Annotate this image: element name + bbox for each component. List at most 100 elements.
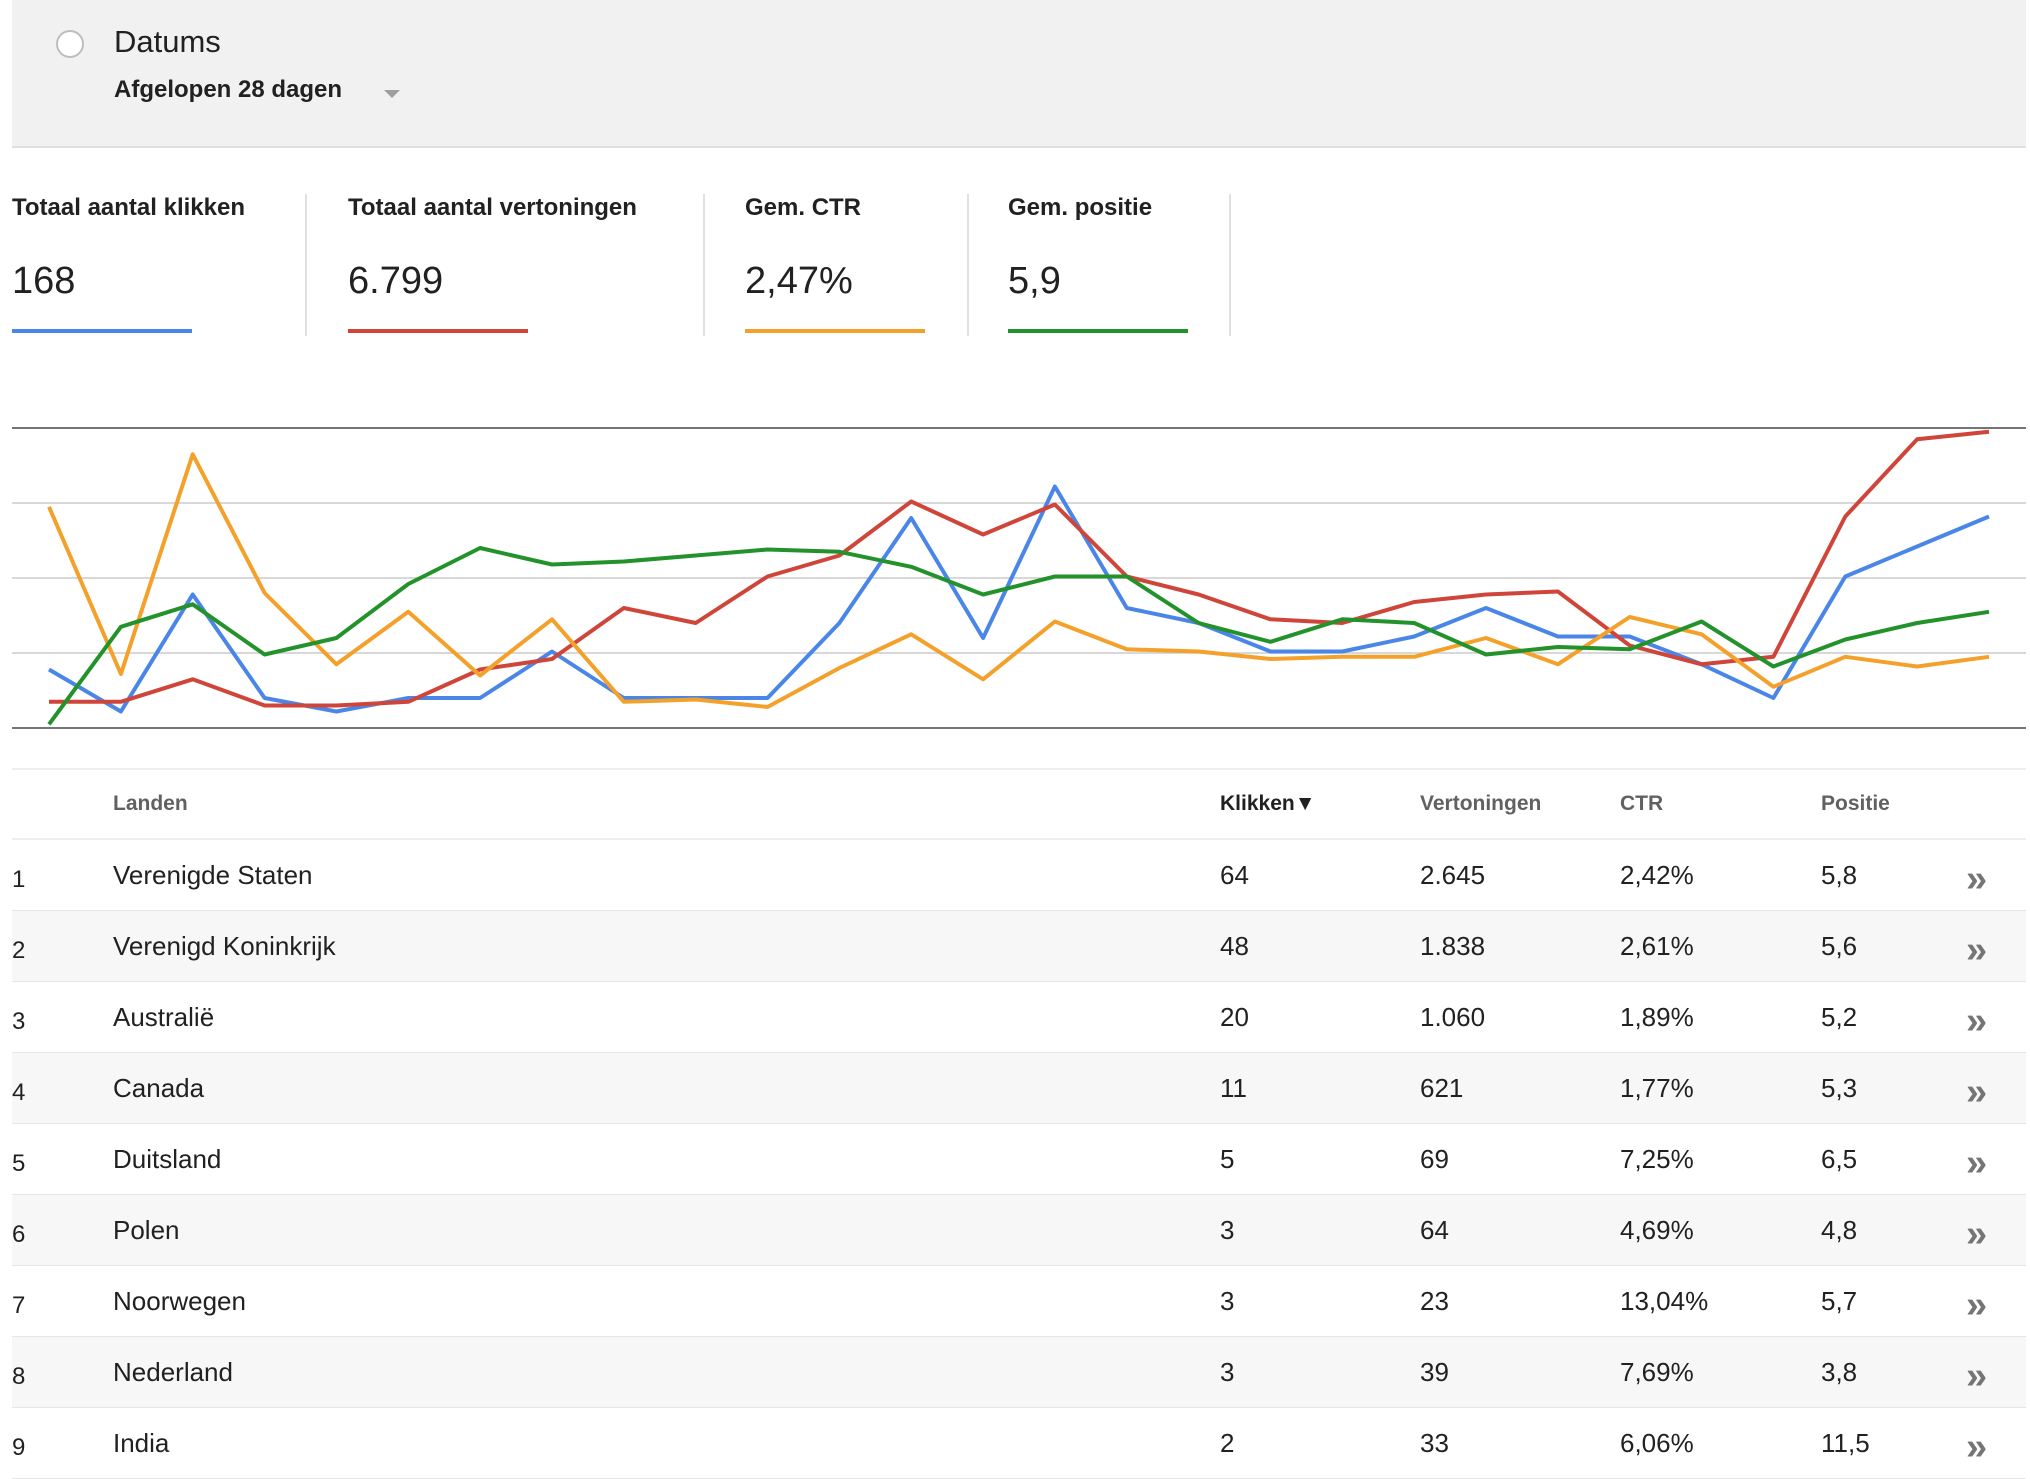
row-impressions: 2.645 bbox=[1420, 860, 1486, 890]
metric-value: 6.799 bbox=[348, 260, 444, 302]
row-ctr: 7,25% bbox=[1620, 1144, 1694, 1174]
row-ctr: 1,89% bbox=[1620, 1002, 1694, 1032]
table-row[interactable]: 9 India 2 33 6,06% 11,5 » bbox=[12, 1408, 2026, 1479]
row-country: Australië bbox=[113, 1002, 215, 1032]
row-clicks: 64 bbox=[1220, 860, 1249, 890]
row-ctr: 13,04% bbox=[1620, 1286, 1709, 1316]
row-rank: 4 bbox=[12, 1079, 26, 1106]
metric-color-line bbox=[1008, 329, 1188, 333]
row-clicks: 2 bbox=[1220, 1428, 1235, 1458]
metric-label: Gem. CTR bbox=[745, 194, 862, 221]
column-header-position[interactable]: Positie bbox=[1821, 792, 1890, 815]
row-ctr: 6,06% bbox=[1620, 1428, 1694, 1458]
date-range-dropdown[interactable]: Afgelopen 28 dagen bbox=[114, 76, 343, 103]
chart-series-line-3 bbox=[47, 546, 1990, 726]
table-row[interactable]: 6 Polen 3 64 4,69% 4,8 » bbox=[12, 1195, 2026, 1266]
row-country: Polen bbox=[113, 1215, 180, 1245]
row-country: India bbox=[113, 1428, 170, 1458]
row-impressions: 64 bbox=[1420, 1215, 1449, 1245]
metric-label: Totaal aantal vertoningen bbox=[348, 194, 637, 221]
row-rank: 9 bbox=[12, 1434, 26, 1461]
row-rank: 2 bbox=[12, 937, 26, 964]
metric-divider bbox=[967, 194, 969, 336]
table-row[interactable]: 8 Nederland 3 39 7,69% 3,8 » bbox=[12, 1337, 2026, 1408]
double-chevron-right-icon[interactable]: » bbox=[1966, 1284, 1988, 1326]
chart-series-line-2 bbox=[47, 452, 1990, 709]
row-impressions: 1.060 bbox=[1420, 1002, 1486, 1032]
row-rank: 7 bbox=[12, 1292, 26, 1319]
date-filter-label: Datums bbox=[114, 24, 221, 59]
column-header-clicks[interactable]: Klikken▼ bbox=[1220, 792, 1316, 816]
row-position: 5,2 bbox=[1821, 1002, 1858, 1032]
double-chevron-right-icon[interactable]: » bbox=[1966, 1142, 1988, 1184]
row-impressions: 1.838 bbox=[1420, 931, 1486, 961]
column-header-ctr[interactable]: CTR bbox=[1620, 792, 1664, 815]
column-header-impressions[interactable]: Vertoningen bbox=[1420, 792, 1542, 815]
column-header-country[interactable]: Landen bbox=[113, 792, 188, 815]
metric-color-line bbox=[348, 329, 528, 333]
row-position: 3,8 bbox=[1821, 1357, 1858, 1387]
date-filter-bar: Datums Afgelopen 28 dagen bbox=[12, 0, 2026, 148]
row-position: 5,8 bbox=[1821, 860, 1858, 890]
row-clicks: 11 bbox=[1220, 1073, 1247, 1103]
table-row[interactable]: 3 Australië 20 1.060 1,89% 5,2 » bbox=[12, 982, 2026, 1053]
metric-label: Totaal aantal klikken bbox=[12, 194, 245, 221]
double-chevron-right-icon[interactable]: » bbox=[1966, 858, 1988, 900]
row-ctr: 7,69% bbox=[1620, 1357, 1694, 1387]
countries-table: Landen Klikken▼ Vertoningen CTR Positie … bbox=[12, 768, 2026, 1479]
row-impressions: 23 bbox=[1420, 1286, 1449, 1316]
row-ctr: 2,42% bbox=[1620, 860, 1694, 890]
metric-divider bbox=[305, 194, 307, 336]
row-position: 5,3 bbox=[1821, 1073, 1858, 1103]
row-country: Verenigd Koninkrijk bbox=[113, 931, 336, 961]
table-row[interactable]: 1 Verenigde Staten 64 2.645 2,42% 5,8 » bbox=[12, 840, 2026, 911]
table-header: Landen Klikken▼ Vertoningen CTR Positie bbox=[12, 768, 2026, 840]
double-chevron-right-icon[interactable]: » bbox=[1966, 1426, 1988, 1468]
column-header-clicks-label: Klikken bbox=[1220, 792, 1295, 815]
row-country: Noorwegen bbox=[113, 1286, 246, 1316]
table-body: 1 Verenigde Staten 64 2.645 2,42% 5,8 » 2 Vereni… bbox=[12, 840, 2026, 1479]
row-country: Nederland bbox=[113, 1357, 233, 1387]
metric-color-line bbox=[12, 329, 192, 333]
table-row[interactable]: 5 Duitsland 5 69 7,25% 6,5 » bbox=[12, 1124, 2026, 1195]
table-row[interactable]: 4 Canada 11 621 1,77% 5,3 » bbox=[12, 1053, 2026, 1124]
metric-divider bbox=[703, 194, 705, 336]
double-chevron-right-icon[interactable]: » bbox=[1966, 929, 1988, 971]
row-ctr: 2,61% bbox=[1620, 931, 1694, 961]
row-clicks: 20 bbox=[1220, 1002, 1249, 1032]
row-ctr: 4,69% bbox=[1620, 1215, 1694, 1245]
metric-label: Gem. positie bbox=[1008, 194, 1153, 221]
sort-desc-icon: ▼ bbox=[1294, 792, 1316, 815]
metric-value: 168 bbox=[12, 260, 76, 302]
row-country: Canada bbox=[113, 1073, 205, 1103]
row-rank: 8 bbox=[12, 1363, 26, 1390]
row-impressions: 69 bbox=[1420, 1144, 1449, 1174]
dropdown-arrow-icon[interactable] bbox=[384, 90, 400, 98]
row-position: 11,5 bbox=[1821, 1428, 1870, 1458]
row-clicks: 48 bbox=[1220, 931, 1249, 961]
row-clicks: 3 bbox=[1220, 1357, 1235, 1387]
double-chevron-right-icon[interactable]: » bbox=[1966, 1213, 1988, 1255]
table-row[interactable]: 2 Verenigd Koninkrijk 48 1.838 2,61% 5,6 » bbox=[12, 911, 2026, 982]
row-clicks: 3 bbox=[1220, 1286, 1235, 1316]
row-impressions: 33 bbox=[1420, 1428, 1449, 1458]
metric-color-line bbox=[745, 329, 925, 333]
row-country: Duitsland bbox=[113, 1144, 222, 1174]
row-position: 4,8 bbox=[1821, 1215, 1858, 1245]
row-clicks: 5 bbox=[1220, 1144, 1235, 1174]
row-clicks: 3 bbox=[1220, 1215, 1235, 1245]
metric-divider bbox=[1229, 194, 1231, 336]
row-rank: 1 bbox=[12, 866, 26, 893]
chart-series-line-1 bbox=[49, 429, 1990, 708]
table-row[interactable]: 7 Noorwegen 3 23 13,04% 5,7 » bbox=[12, 1266, 2026, 1337]
double-chevron-right-icon[interactable]: » bbox=[1966, 1000, 1988, 1042]
row-country: Verenigde Staten bbox=[113, 860, 313, 890]
performance-line-chart bbox=[12, 427, 2026, 729]
row-impressions: 621 bbox=[1420, 1073, 1464, 1103]
metric-value: 5,9 bbox=[1008, 260, 1061, 302]
date-filter-radio[interactable] bbox=[56, 30, 84, 58]
double-chevron-right-icon[interactable]: » bbox=[1966, 1355, 1988, 1397]
row-rank: 3 bbox=[12, 1008, 26, 1035]
double-chevron-right-icon[interactable]: » bbox=[1966, 1071, 1988, 1113]
metric-value: 2,47% bbox=[745, 260, 853, 302]
